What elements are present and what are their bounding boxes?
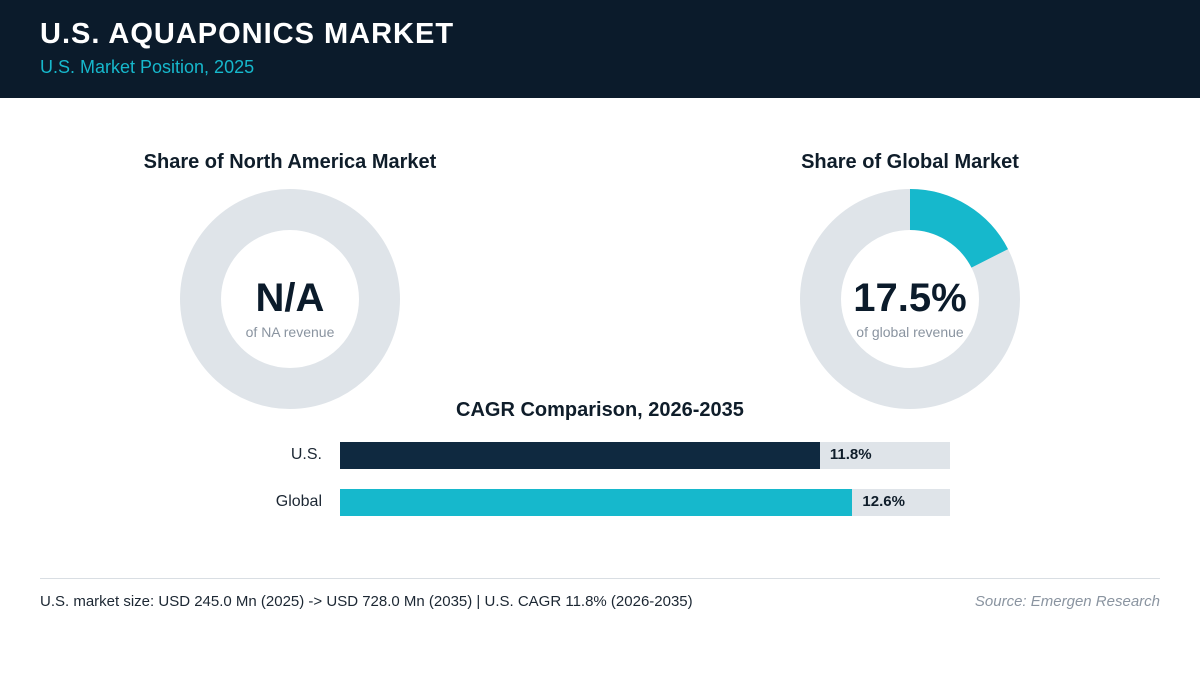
bar-label-us: U.S.	[290, 446, 322, 463]
header-banner: U.S. AQUAPONICS MARKET U.S. Market Posit…	[0, 0, 1200, 98]
footer-divider	[40, 578, 1160, 579]
bar-fill-us	[340, 442, 820, 469]
donut-na-title: Share of North America Market	[143, 151, 437, 173]
donut-global-slice	[909, 189, 1009, 269]
donut-global-chart	[800, 189, 1020, 409]
donut-na-chart	[180, 189, 400, 409]
donut-global-title: Share of Global Market	[801, 151, 1019, 173]
donut-na-track	[180, 189, 400, 409]
donut-na-value: N/A	[255, 276, 325, 320]
footer-note: U.S. market size: USD 245.0 Mn (2025) ->…	[40, 593, 693, 610]
page-title: U.S. AQUAPONICS MARKET	[40, 18, 455, 50]
donut-na-caption: of NA revenue	[245, 324, 335, 340]
bar-value-us: 11.8%	[829, 446, 872, 463]
bar-track-global: 12.6%	[340, 489, 950, 516]
source-credit: Source: Emergen Research	[974, 593, 1160, 610]
bar-chart-title: CAGR Comparison, 2026-2035	[456, 399, 744, 421]
donut-global-value: 17.5%	[853, 276, 967, 320]
donut-global-caption: of global revenue	[856, 324, 964, 340]
bar-label-global: Global	[275, 493, 322, 510]
bar-fill-global	[340, 489, 853, 516]
page-subtitle: U.S. Market Position, 2025	[40, 57, 255, 77]
bar-value-global: 12.6%	[862, 493, 905, 510]
bar-track-us: 11.8%	[340, 442, 950, 469]
